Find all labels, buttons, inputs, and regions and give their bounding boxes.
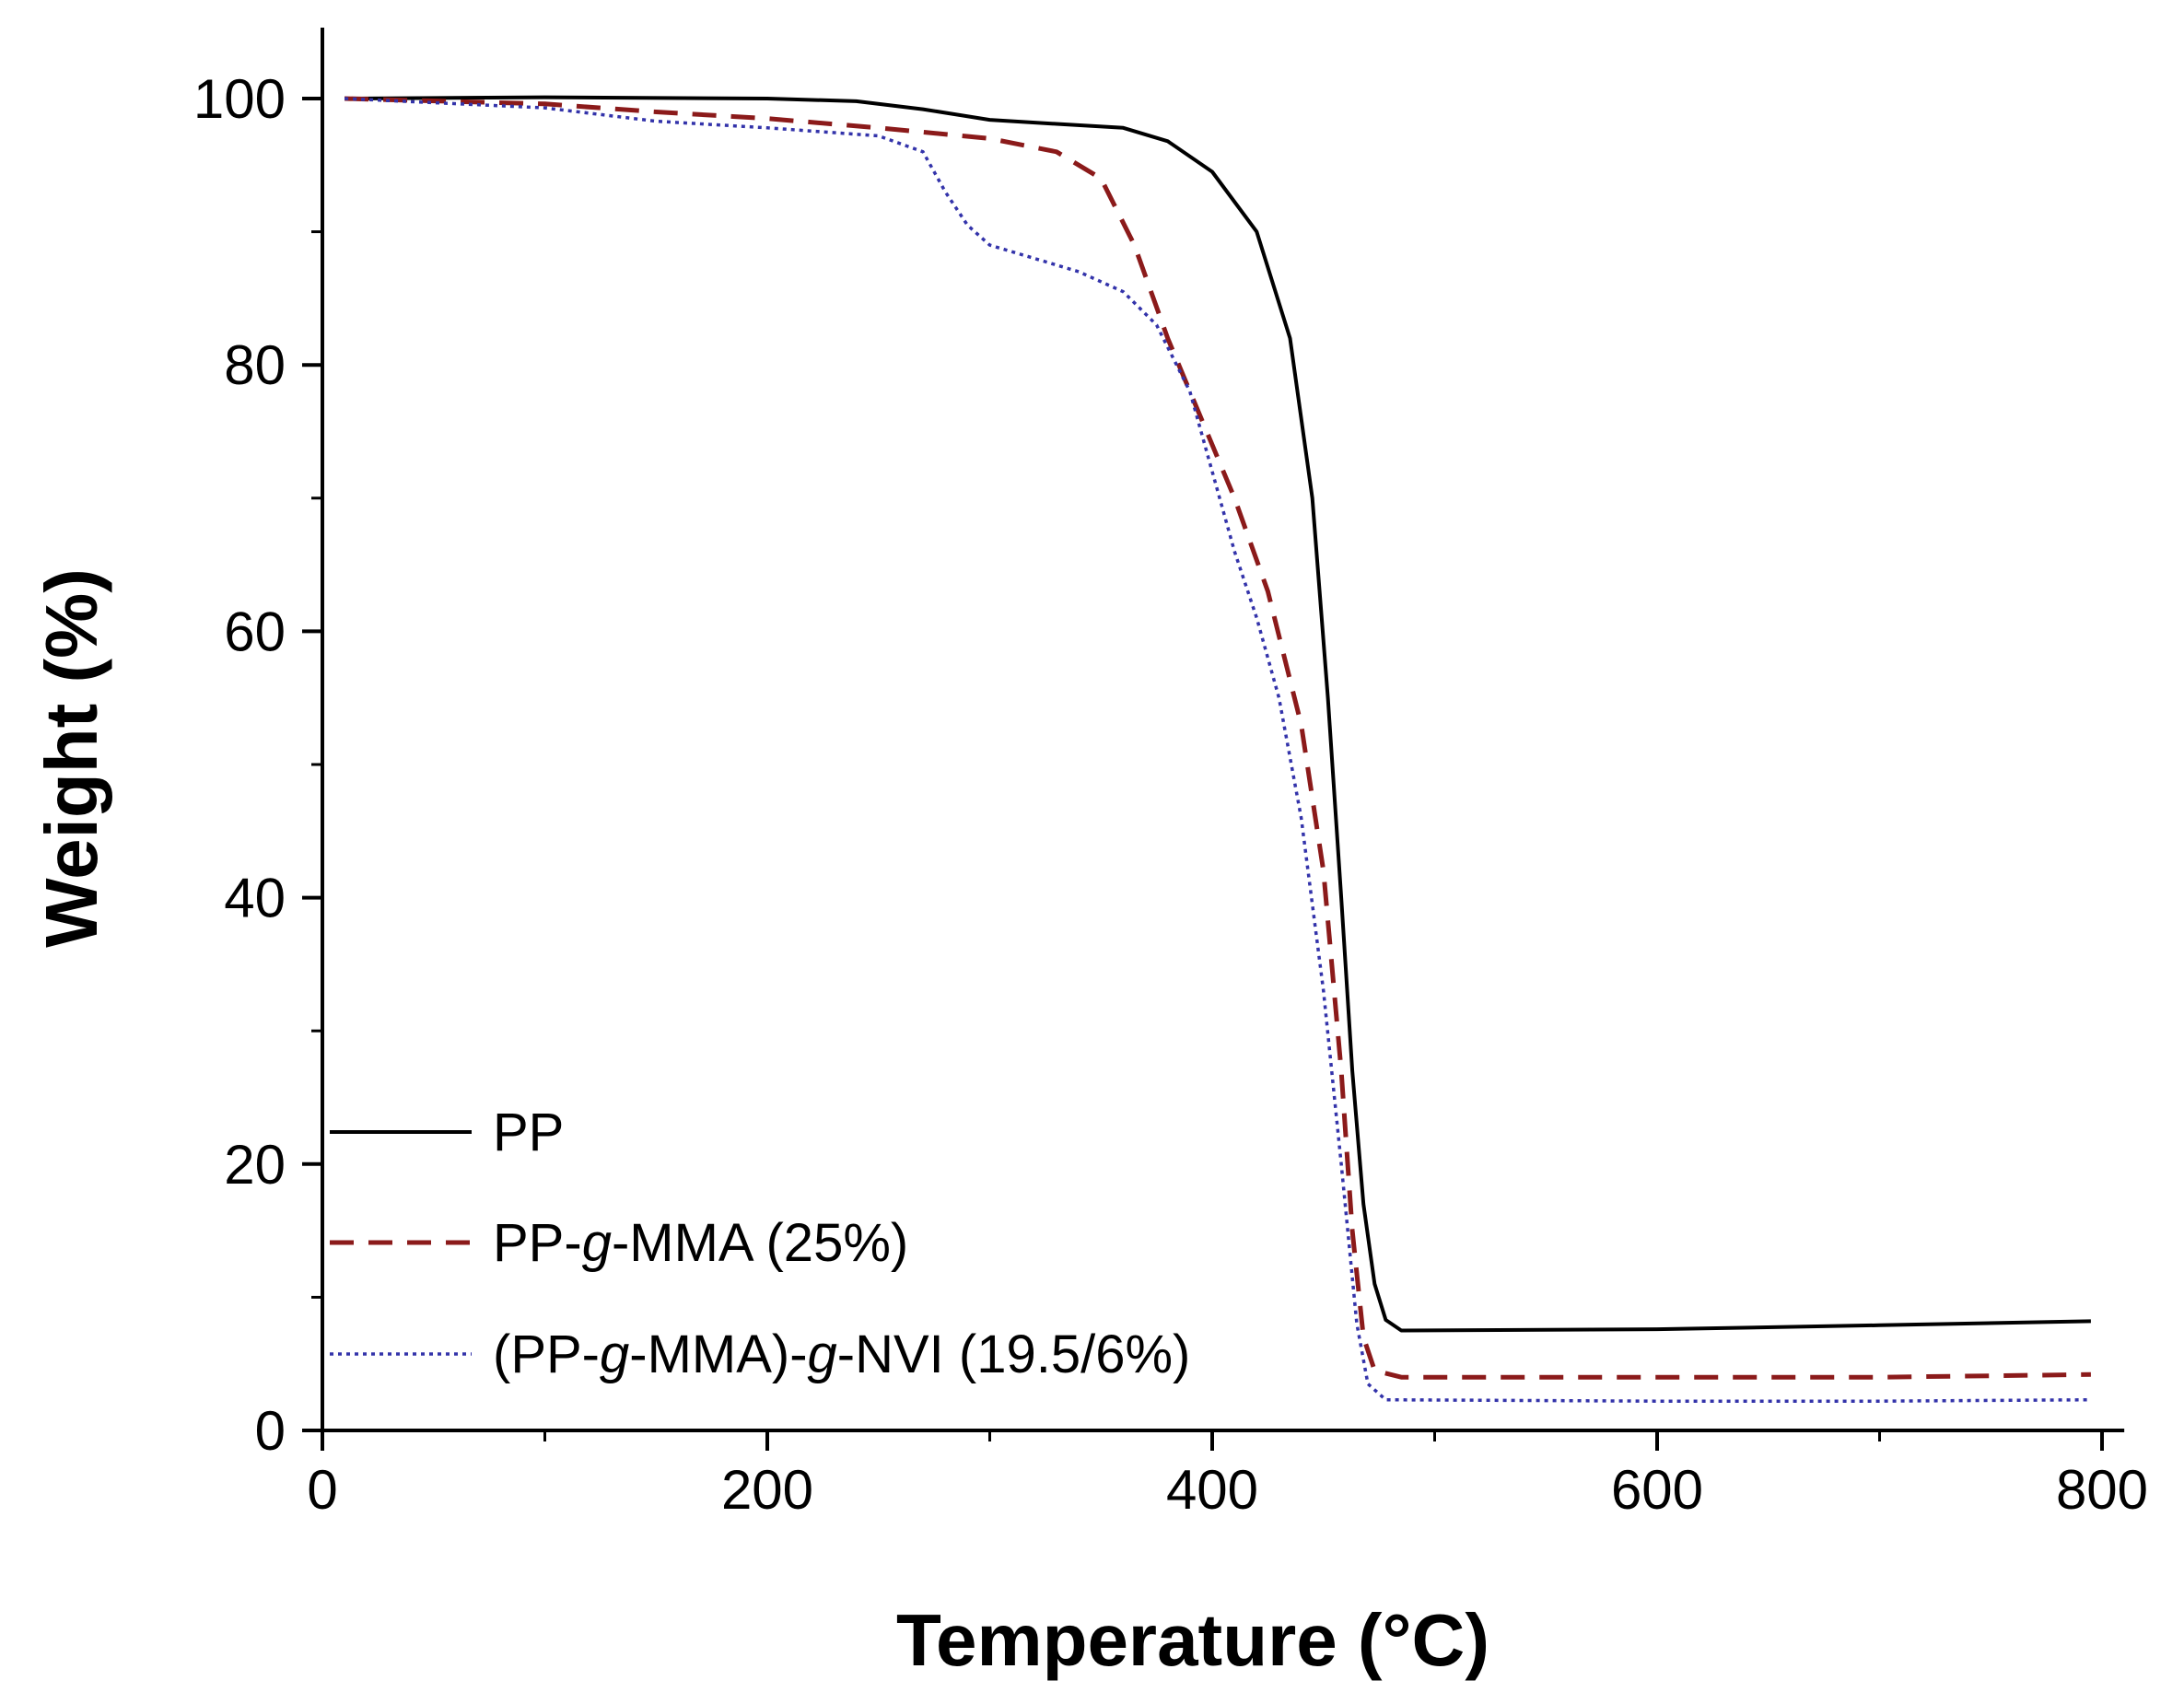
x-tick-label: 600 — [1611, 1459, 1703, 1521]
y-axis-title: Weight (%) — [30, 568, 112, 948]
y-tick-label: 20 — [224, 1134, 286, 1196]
series-line-3 — [345, 97, 2091, 1403]
x-tick-label: 0 — [307, 1459, 337, 1521]
series-line-2 — [345, 96, 2091, 1380]
x-axis-title: Temperature (°C) — [896, 1599, 1489, 1681]
legend-label-1: PP — [493, 1103, 564, 1162]
y-tick-label: 0 — [255, 1400, 286, 1462]
y-tick-label: 100 — [193, 68, 286, 130]
x-tick-label: 200 — [721, 1459, 813, 1521]
legend-label-3: (PP-g-MMA)-g-NVI (19.5/6%) — [493, 1325, 1190, 1384]
axes — [321, 28, 2125, 1432]
series-line-1 — [345, 95, 2091, 1333]
y-ticks: 0 20 40 60 80 100 — [193, 68, 322, 1462]
legend-label-2: PP-g-MMA (25%) — [493, 1213, 908, 1273]
y-tick-label: 80 — [224, 334, 286, 396]
x-ticks: 0 200 400 600 800 — [307, 1430, 2148, 1521]
y-tick-label: 40 — [224, 868, 286, 929]
plot-series — [345, 95, 2091, 1403]
x-tick-label: 400 — [1166, 1459, 1258, 1521]
x-tick-label: 800 — [2056, 1459, 2148, 1521]
legend: PP PP-g-MMA (25%) (PP-g-MMA)-g-NVI (19.5/6… — [330, 1103, 1190, 1384]
y-tick-label: 60 — [224, 601, 286, 662]
